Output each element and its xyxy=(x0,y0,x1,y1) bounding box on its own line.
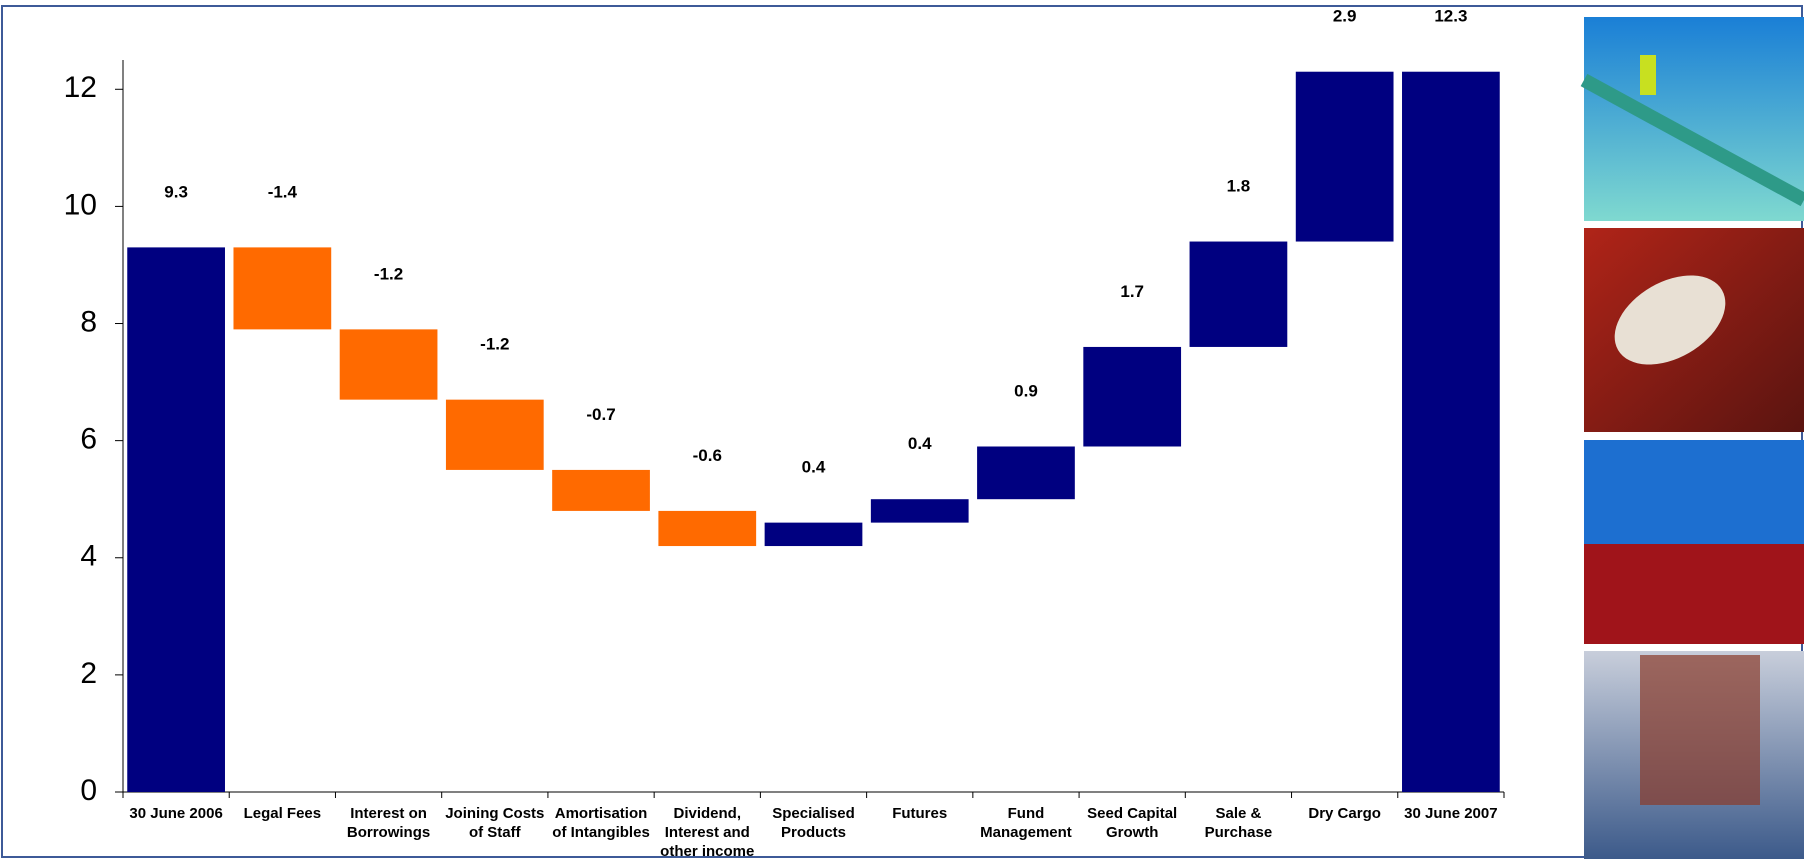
value-label: 0.4 xyxy=(908,434,932,453)
bar xyxy=(1295,71,1394,242)
value-label: 1.7 xyxy=(1120,282,1144,301)
x-tick-label: Seed Capital Growth xyxy=(1087,805,1178,841)
bar xyxy=(870,499,969,523)
value-label: -0.6 xyxy=(693,446,722,465)
photo-detail xyxy=(1614,275,1726,365)
bar xyxy=(658,510,757,547)
value-label: -0.7 xyxy=(586,405,615,424)
y-tick-label: 0 xyxy=(80,774,97,807)
y-tick-label: 6 xyxy=(80,423,97,456)
y-tick-label: 4 xyxy=(80,540,97,573)
value-label: 12.3 xyxy=(1434,7,1467,26)
x-tick-label: Legal Fees xyxy=(243,805,322,822)
x-tick-label: Dividend, Interest and other income xyxy=(660,805,755,860)
x-tick-label: Joining Costs of Staff xyxy=(445,805,545,841)
value-label: 2.9 xyxy=(1333,7,1357,26)
x-tick-label: Specialised Products xyxy=(772,805,855,841)
x-tick-label: 30 June 2007 xyxy=(1404,805,1498,822)
x-tick-label: Amortisation of Intangibles xyxy=(552,805,650,841)
value-label: -1.2 xyxy=(374,264,403,283)
photo-detail xyxy=(1640,55,1656,95)
photos xyxy=(1580,17,1804,859)
photo-detail xyxy=(1580,73,1804,207)
y-tick-label: 8 xyxy=(80,305,97,338)
bar xyxy=(339,329,438,400)
x-tick-label: Dry Cargo xyxy=(1308,805,1381,822)
bar xyxy=(1402,71,1500,793)
bar xyxy=(233,247,332,330)
x-tick-label: 30 June 2006 xyxy=(129,805,223,822)
value-label: -1.2 xyxy=(480,335,509,354)
photo-hull-sky xyxy=(1584,440,1804,544)
value-label: 1.8 xyxy=(1227,177,1251,196)
bar xyxy=(552,469,650,511)
photo-hull xyxy=(1584,544,1804,644)
photo-ship-deck xyxy=(1584,17,1804,221)
value-label: 0.9 xyxy=(1014,381,1038,400)
x-tick-label: Futures xyxy=(892,805,948,822)
value-label: -1.4 xyxy=(268,182,298,201)
y-tick-label: 10 xyxy=(64,188,97,221)
frame xyxy=(1,5,1803,858)
bar xyxy=(445,399,544,470)
y-tick-label: 2 xyxy=(80,657,97,690)
value-label: 9.3 xyxy=(164,182,188,201)
bar xyxy=(977,446,1075,500)
photo-detail xyxy=(1640,655,1760,805)
x-tick-label: Interest on Borrowings xyxy=(346,805,431,841)
value-label: 0.4 xyxy=(802,458,826,477)
x-tick-label: Sale & Purchase xyxy=(1204,805,1273,841)
bar xyxy=(127,247,225,793)
y-tick-label: 12 xyxy=(64,71,97,104)
bar xyxy=(1083,346,1182,447)
bar xyxy=(764,522,863,547)
x-tick-label: Fund Management xyxy=(980,805,1072,841)
bar xyxy=(1189,241,1288,347)
